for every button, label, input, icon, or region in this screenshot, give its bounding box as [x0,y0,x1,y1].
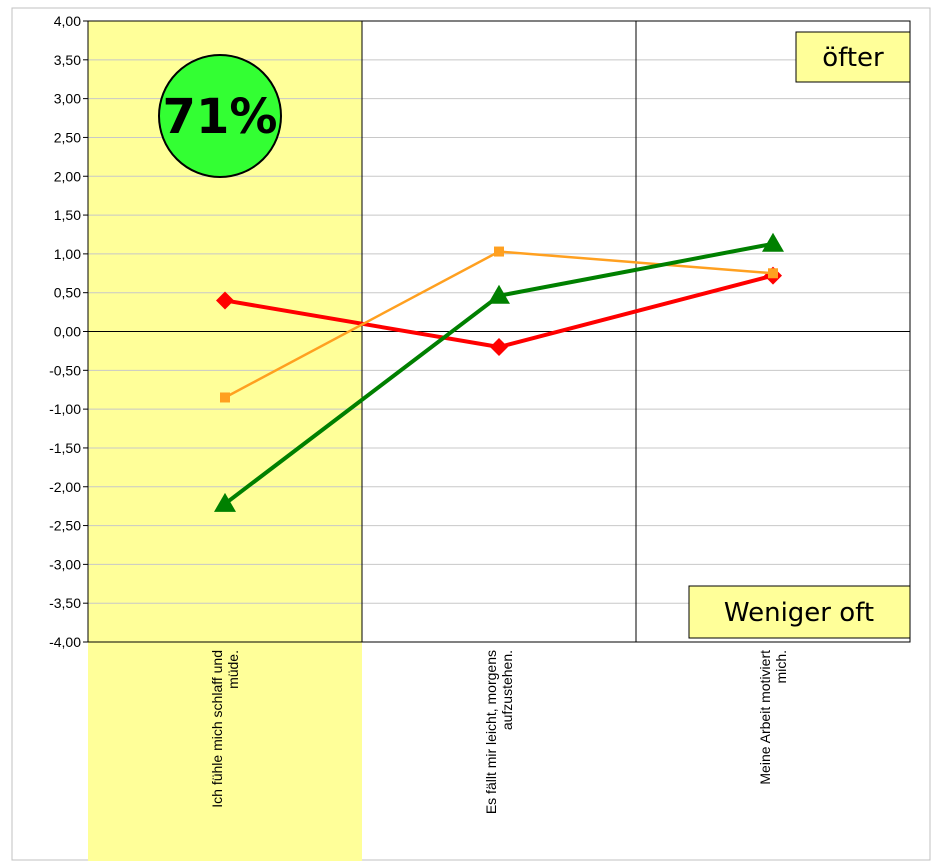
y-tick-label: 3,00 [54,91,81,107]
y-tick-label: -4,00 [49,634,81,650]
y-tick-label: -2,00 [49,479,81,495]
data-point-triangle [488,284,510,304]
y-tick-label: 0,50 [54,285,81,301]
x-category-label-line: mich. [773,650,789,683]
data-point-diamond [490,338,508,357]
annotations: 71% öfter Weniger oft [158,31,911,639]
percent-badge-circle [158,54,282,178]
data-point-square [768,268,778,279]
x-category-label: Ich fühle mich schlaff und müde. [209,650,241,808]
data-point-square [494,246,504,257]
bottom-box: Weniger oft [688,585,911,639]
x-category-label: Es fällt mir leicht, morgens aufzustehen. [483,650,515,814]
y-tick-label: 0,00 [54,324,81,340]
percent-badge-text: 71% [163,89,278,145]
top-box-text: öfter [822,43,884,73]
y-tick-label: -0,50 [49,362,81,378]
bottom-box-rect [688,585,911,639]
percent-badge: 71% [158,54,282,178]
data-point-triangle [762,232,784,252]
y-tick-label: 2,00 [54,168,81,184]
x-category-label-line: Meine Arbeit motiviert [757,650,773,785]
top-box: öfter [795,31,911,83]
series-square [220,246,778,403]
y-tick-label: -3,50 [49,595,81,611]
data-point-diamond [216,291,234,310]
bottom-box-text: Weniger oft [724,598,874,628]
x-axis-category-labels: Ich fühle mich schlaff und müde. Es fällt … [209,650,789,814]
y-tick-label: 2,50 [54,129,81,145]
y-axis-tick-labels: -4,00 -3,50 -3,00 -2,50 -2,00 -1,50 -1,00 -0,50… [49,13,81,650]
x-category-label-line: müde. [225,650,241,689]
x-category-label-line: Es fällt mir leicht, morgens [483,650,499,814]
series [214,232,784,512]
data-point-square [220,392,230,403]
x-category-label-line: aufzustehen. [499,650,515,730]
x-category-label: Meine Arbeit motiviert mich. [757,650,789,785]
y-tick-label: -2,50 [49,518,81,534]
y-tick-label: 1,00 [54,246,81,262]
x-category-label-line: Ich fühle mich schlaff und [209,650,225,808]
y-tick-label: -3,00 [49,556,81,572]
y-tick-label: 1,50 [54,207,81,223]
series-triangle [214,232,784,512]
y-tick-label: -1,00 [49,401,81,417]
data-point-triangle [214,492,236,512]
y-tick-label: 4,00 [54,13,81,29]
axes [87,20,911,643]
y-tick-label: -1,50 [49,440,81,456]
y-tick-label: 3,50 [54,52,81,68]
top-box-rect [795,31,911,83]
